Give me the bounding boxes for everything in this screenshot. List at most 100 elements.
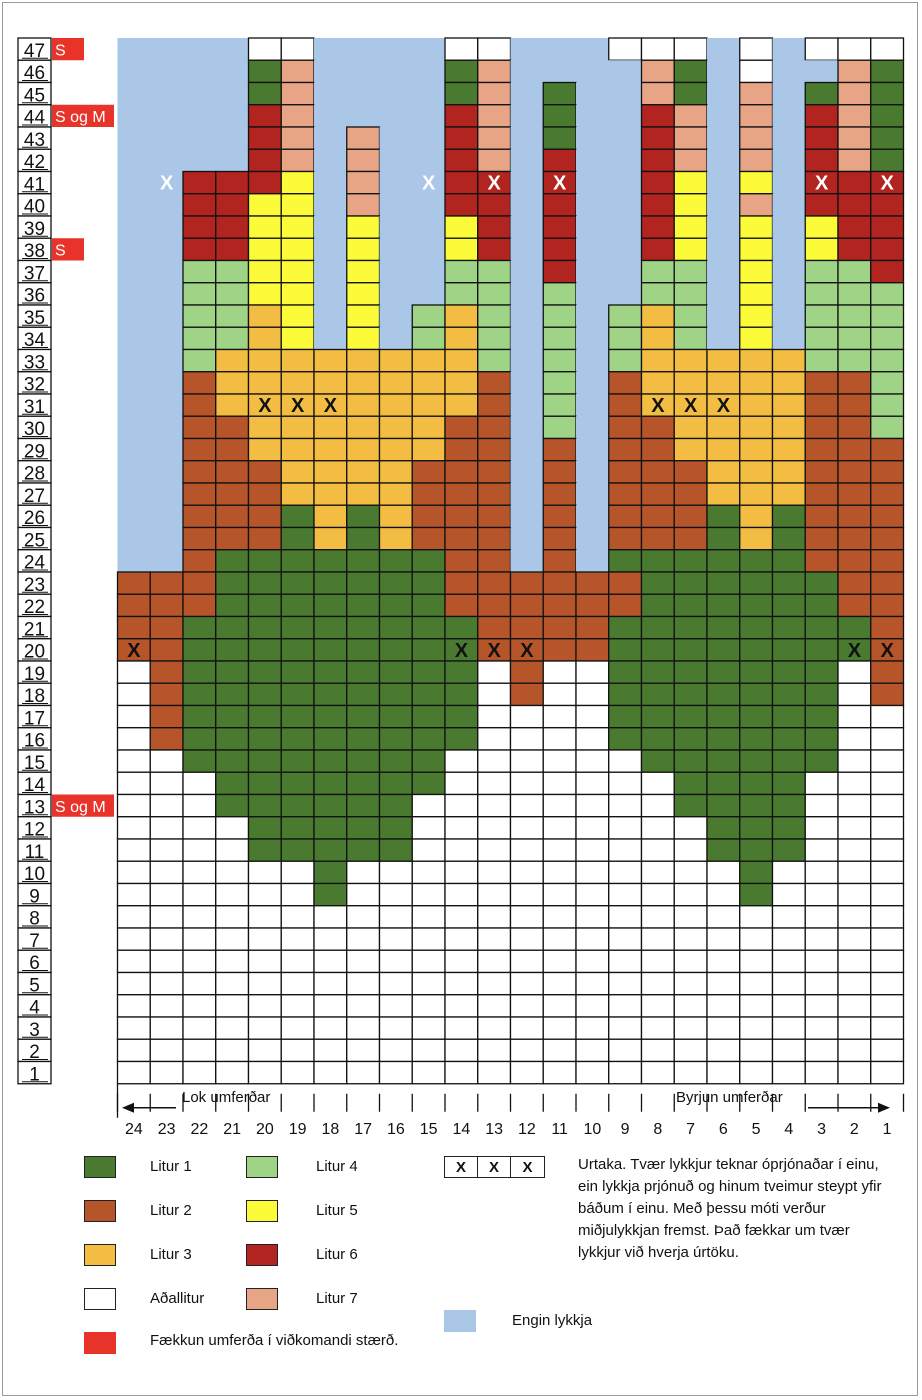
stitch-cell [247, 526, 282, 551]
row-number: 14 [24, 775, 46, 796]
stitch-cell [280, 437, 315, 462]
stitch-cell [411, 460, 446, 484]
stitch-cell [313, 994, 348, 1018]
no-stitch-cell [707, 82, 741, 106]
no-stitch-cell [117, 82, 151, 106]
arrow-left-icon [122, 1102, 134, 1113]
column-number: 11 [551, 1121, 568, 1138]
no-stitch-cell [215, 104, 249, 128]
stitch-cell [477, 1016, 512, 1040]
stitch-cell [411, 615, 446, 640]
stitch-cell [346, 348, 381, 373]
stitch-cell [640, 816, 675, 840]
stitch-cell [608, 704, 643, 729]
no-stitch-cell [510, 305, 544, 328]
no-stitch-cell [576, 171, 610, 195]
stitch-cell [346, 682, 381, 707]
no-stitch-cell [772, 82, 806, 106]
no-stitch-cell [510, 149, 544, 172]
row-number: 27 [24, 486, 45, 507]
stitch-cell [280, 971, 315, 996]
stitch-cell [378, 371, 413, 395]
stitch-cell [444, 460, 479, 484]
stitch-cell [575, 1038, 610, 1063]
stitch-cell [804, 994, 839, 1018]
stitch-cell [247, 259, 282, 284]
stitch-cell [837, 571, 872, 595]
stitch-cell [640, 949, 675, 974]
stitch-cell [247, 971, 282, 996]
stitch-cell [542, 838, 577, 862]
stitch-cell [444, 170, 479, 195]
stitch-cell [837, 793, 872, 818]
stitch-cell [542, 1016, 577, 1040]
stitch-cell [313, 660, 348, 684]
stitch-cell [149, 927, 184, 951]
stitch-cell [804, 193, 839, 217]
stitch-cell [739, 1038, 774, 1063]
column-number: 5 [752, 1121, 761, 1138]
stitch-cell [444, 1038, 479, 1063]
stitch-cell [870, 259, 905, 284]
no-stitch-cell [150, 483, 184, 506]
stitch-cell [706, 437, 741, 462]
stitch-cell [116, 771, 151, 796]
no-stitch-cell [150, 238, 184, 261]
stitch-cell [739, 237, 774, 262]
stitch-cell [313, 482, 348, 506]
stitch-cell [182, 237, 217, 262]
stitch-cell [280, 37, 315, 61]
stitch-cell [673, 504, 708, 529]
stitch-cell [837, 905, 872, 929]
stitch-cell [182, 193, 217, 217]
no-stitch-cell [707, 193, 741, 217]
stitch-cell [739, 749, 774, 773]
stitch-cell [608, 1060, 643, 1085]
stitch-cell [280, 237, 315, 262]
stitch-cell [280, 348, 315, 373]
stitch-cell [215, 793, 250, 818]
stitch-cell [837, 1060, 872, 1085]
no-stitch-cell [379, 149, 413, 172]
stitch-cell [870, 348, 905, 373]
stitch-cell [182, 727, 217, 751]
stitch-cell [313, 905, 348, 929]
row-number: 37 [24, 263, 45, 284]
stitch-cell [706, 348, 741, 373]
stitch-cell [640, 437, 675, 462]
stitch-cell [149, 1038, 184, 1063]
stitch-cell [215, 371, 250, 395]
stitch-cell [804, 949, 839, 974]
stitch-cell [509, 882, 544, 907]
stitch-cell [804, 348, 839, 373]
stitch-cell [411, 437, 446, 462]
row-number: 41 [24, 174, 45, 195]
stitch-cell [771, 749, 806, 773]
stitch-cell [280, 148, 315, 173]
stitch-cell [870, 971, 905, 996]
stitch-cell [870, 838, 905, 862]
stitch-cell [444, 371, 479, 395]
stitch-cell [771, 393, 806, 417]
stitch-cell [116, 838, 151, 862]
no-stitch-cell [576, 38, 610, 61]
stitch-cell [804, 860, 839, 885]
stitch-cell [509, 905, 544, 929]
stitch-cell [182, 882, 217, 907]
no-stitch-cell [117, 327, 151, 350]
stitch-cell [870, 482, 905, 506]
stitch-cell [411, 682, 446, 707]
stitch-cell [477, 994, 512, 1018]
stitch-cell [673, 994, 708, 1018]
stitch-cell [837, 148, 872, 173]
stitch-cell [280, 1038, 315, 1063]
stitch-cell [870, 1016, 905, 1040]
stitch-cell [804, 504, 839, 529]
stitch-cell [182, 749, 217, 773]
stitch-cell [837, 838, 872, 862]
stitch-cell [837, 504, 872, 529]
no-stitch-cell [510, 460, 544, 484]
stitch-cell [116, 816, 151, 840]
stitch-cell [247, 727, 282, 751]
stitch-cell [739, 304, 774, 328]
